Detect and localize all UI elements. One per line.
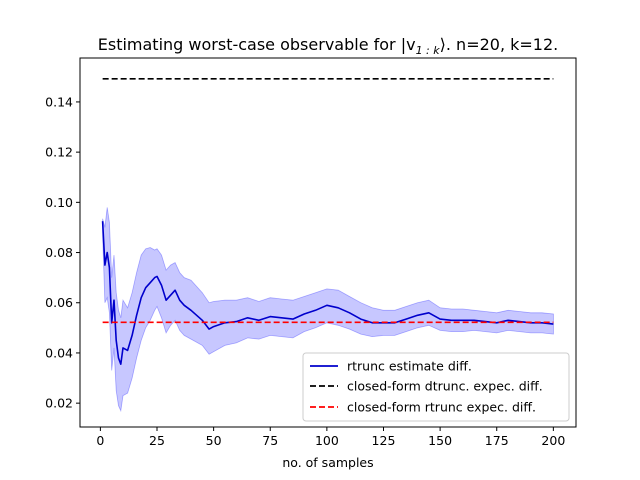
y-tick-label: 0.06 — [45, 295, 73, 310]
y-tick-label: 0.14 — [45, 94, 73, 109]
legend-label-rtrunc-estimate: rtrunc estimate diff. — [347, 359, 472, 374]
confidence-band-layer — [102, 207, 554, 413]
y-axis: 0.02 0.04 0.06 0.08 0.10 0.12 0.14 — [45, 94, 80, 411]
legend-box — [302, 352, 570, 422]
legend-label-rtrunc-closed-form: closed-form rtrunc expec. diff. — [347, 400, 536, 415]
x-tick-label: 175 — [485, 433, 509, 448]
x-tick-label: 200 — [541, 433, 565, 448]
y-tick-label: 0.04 — [45, 345, 73, 360]
y-tick-label: 0.02 — [45, 396, 73, 411]
legend-label-dtrunc-closed-form: closed-form dtrunc. expec. diff. — [347, 379, 543, 394]
x-tick-label: 150 — [428, 433, 452, 448]
x-tick-label: 25 — [149, 433, 165, 448]
y-tick-label: 0.12 — [45, 145, 73, 160]
series-line-layer — [101, 78, 554, 365]
x-tick-label: 50 — [206, 433, 222, 448]
confidence-band — [102, 207, 554, 413]
y-tick-label: 0.08 — [45, 245, 73, 260]
legend: rtrunc estimate diff. closed-form dtrunc… — [302, 352, 570, 422]
x-tick-label: 0 — [96, 433, 104, 448]
plot-frame — [79, 57, 577, 428]
x-tick-label: 100 — [315, 433, 339, 448]
chart-title: Estimating worst-case observable for |v1… — [98, 35, 559, 57]
y-tick-label: 0.10 — [45, 195, 73, 210]
x-axis-label: no. of samples — [282, 455, 373, 470]
x-tick-label: 75 — [262, 433, 278, 448]
x-tick-label: 125 — [372, 433, 396, 448]
x-axis: 0 25 50 75 100 125 150 175 200 — [96, 427, 565, 448]
